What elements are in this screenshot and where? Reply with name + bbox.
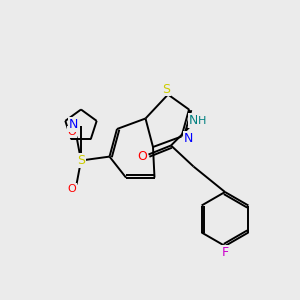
Text: S: S: [77, 154, 85, 167]
Text: N: N: [69, 118, 78, 131]
Text: O: O: [137, 149, 147, 163]
Text: N: N: [189, 114, 198, 127]
Text: N: N: [183, 131, 193, 145]
Text: O: O: [68, 127, 76, 137]
Text: F: F: [221, 246, 229, 259]
Text: S: S: [163, 82, 170, 96]
Text: H: H: [198, 116, 206, 126]
Text: O: O: [68, 184, 76, 194]
